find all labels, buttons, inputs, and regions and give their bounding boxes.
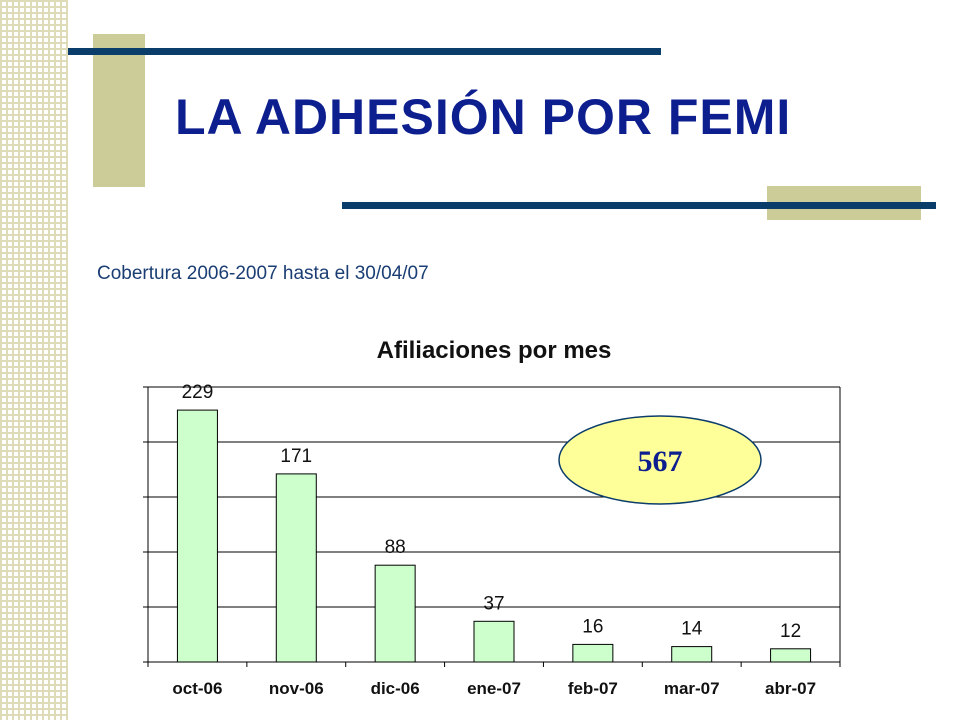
bar-ene-07 <box>473 620 515 663</box>
decorative-block-top <box>93 34 145 187</box>
total-ellipse <box>558 415 762 505</box>
decorative-line-bottom <box>342 202 936 209</box>
bar-nov-06 <box>275 473 317 663</box>
x-tick-labels: oct-06 nov-06 dic-06 ene-07 feb-07 mar-07 abr-… <box>172 679 816 698</box>
subtitle: Cobertura 2006-2007 hasta el 30/04/07 <box>97 263 429 284</box>
total-value: 567 <box>638 445 683 478</box>
bar-oct-06 <box>176 409 218 663</box>
data-labels: 229 171 88 37 16 14 12 <box>182 382 802 642</box>
bar-mar-07 <box>671 646 713 663</box>
grid-lines <box>148 386 841 662</box>
decorative-line-top <box>68 48 661 55</box>
total-annotation: 567 <box>558 415 762 505</box>
data-label: 14 <box>681 619 703 640</box>
bar-feb-07 <box>572 643 614 663</box>
bar-abr-07 <box>770 648 812 663</box>
bars <box>176 409 812 663</box>
x-tick-label: abr-07 <box>765 679 816 698</box>
data-label: 37 <box>483 593 504 614</box>
chart-title: Afiliaciones por mes <box>377 337 612 364</box>
decorative-strip <box>0 0 68 720</box>
x-tick-label: oct-06 <box>172 679 222 698</box>
data-label: 12 <box>780 621 801 642</box>
page-title: LA ADHESIÓN POR FEMI <box>175 89 792 145</box>
x-tick-label: ene-07 <box>467 679 521 698</box>
axes <box>143 386 841 667</box>
x-tick-label: dic-06 <box>371 679 420 698</box>
x-tick-label: feb-07 <box>568 679 618 698</box>
data-label: 88 <box>385 537 406 558</box>
data-label: 171 <box>280 446 312 467</box>
data-label: 229 <box>182 382 214 403</box>
x-tick-label: nov-06 <box>269 679 324 698</box>
data-label: 16 <box>582 616 603 637</box>
bar-dic-06 <box>374 564 416 663</box>
x-tick-label: mar-07 <box>664 679 720 698</box>
